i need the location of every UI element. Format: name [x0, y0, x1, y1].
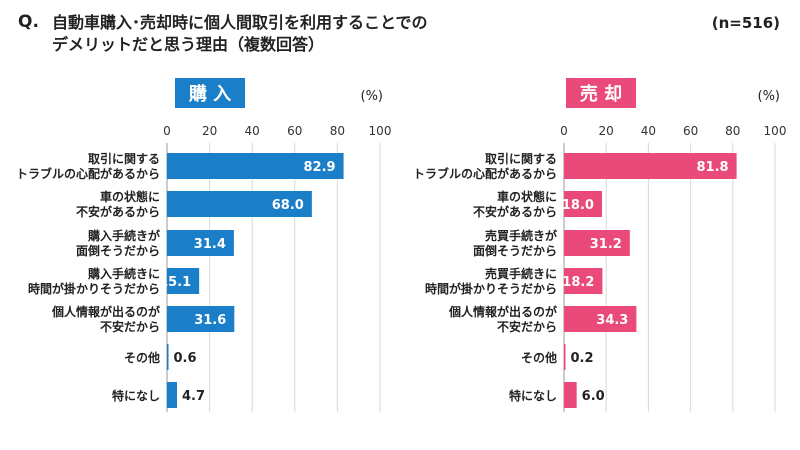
category-label-sale-0-0: 取引に関する — [485, 152, 557, 166]
value-label-purchase-4: 31.6 — [194, 313, 226, 328]
value-label-sale-5: 0.2 — [571, 351, 594, 366]
bar-sale-1 — [564, 191, 602, 217]
category-label-sale-0-1: トラブルの心配があるから — [413, 166, 557, 181]
category-label-sale-2-1: 面倒そうだから — [473, 243, 557, 258]
category-label-purchase-4-0: 個人情報が出るのが — [51, 304, 160, 319]
category-label-purchase-5-0: その他 — [124, 350, 160, 365]
category-label-purchase-4-1: 不安だから — [100, 319, 160, 334]
category-label-purchase-3-0: 購入手続きに — [87, 266, 160, 281]
tick-label-sale-3: 60 — [683, 124, 698, 138]
bar-sale-3 — [564, 268, 603, 294]
bar-purchase-4 — [167, 306, 235, 332]
category-label-sale-5-0: その他 — [521, 350, 557, 365]
category-label-purchase-3-1: 時間が掛かりそうだから — [28, 281, 160, 296]
value-label-purchase-2: 31.4 — [194, 237, 226, 252]
bar-sale-4 — [564, 306, 637, 332]
category-label-sale-6-0: 特になし — [509, 388, 557, 403]
panel-title-badge-sale — [566, 78, 636, 108]
category-label-sale-1-0: 車の状態に — [497, 189, 557, 204]
panel-title-badge-purchase — [175, 78, 245, 108]
category-label-purchase-2-1: 面倒そうだから — [76, 243, 160, 258]
value-label-sale-0: 81.8 — [697, 160, 729, 175]
tick-label-purchase-0: 0 — [163, 124, 171, 138]
bar-sale-0 — [564, 153, 737, 179]
value-label-purchase-6: 4.7 — [182, 389, 205, 404]
category-label-sale-4-0: 個人情報が出るのが — [448, 304, 557, 319]
value-label-purchase-0: 82.9 — [303, 160, 335, 175]
bar-purchase-2 — [167, 230, 234, 256]
category-label-sale-3-1: 時間が掛かりそうだから — [425, 281, 557, 296]
category-label-purchase-1-0: 車の状態に — [100, 189, 160, 204]
page-title: 自動車購入･売却時に個人間取引を利用することでの デメリットだと思う理由（複数回… — [52, 12, 612, 56]
category-label-purchase-6-0: 特になし — [112, 388, 160, 403]
bar-purchase-0 — [167, 153, 344, 179]
bar-purchase-3 — [167, 268, 200, 294]
tick-label-purchase-1: 20 — [202, 124, 217, 138]
tick-label-purchase-4: 80 — [330, 124, 345, 138]
unit-label-sale: (%) — [758, 89, 781, 104]
bar-sale-5 — [564, 344, 566, 370]
value-label-purchase-5: 0.6 — [174, 351, 197, 366]
unit-label-purchase: (%) — [361, 89, 384, 104]
value-label-purchase-3: 15.1 — [159, 275, 191, 290]
tick-label-purchase-3: 60 — [287, 124, 302, 138]
panel-title-sale: 売 却 — [580, 83, 622, 105]
category-label-purchase-0-0: 取引に関する — [88, 152, 160, 166]
tick-label-sale-1: 20 — [599, 124, 614, 138]
tick-label-sale-0: 0 — [560, 124, 568, 138]
value-label-sale-4: 34.3 — [596, 313, 628, 328]
tick-label-sale-4: 80 — [725, 124, 740, 138]
value-label-purchase-1: 68.0 — [272, 198, 304, 213]
sample-size: (n=516) — [711, 14, 780, 32]
panel-title-purchase: 購 入 — [188, 83, 231, 105]
category-label-sale-1-1: 不安があるから — [473, 204, 557, 219]
tick-label-purchase-5: 100 — [369, 124, 392, 138]
category-label-sale-2-0: 売買手続きが — [485, 228, 557, 243]
value-label-sale-1: 18.0 — [562, 198, 594, 213]
tick-label-purchase-2: 40 — [245, 124, 260, 138]
category-label-sale-4-1: 不安だから — [497, 319, 557, 334]
tick-label-sale-2: 40 — [641, 124, 656, 138]
category-label-sale-3-0: 売買手続きに — [485, 266, 557, 281]
question-label: Q. — [18, 12, 39, 32]
category-label-purchase-0-1: トラブルの心配があるから — [16, 166, 160, 181]
bar-purchase-6 — [167, 382, 178, 408]
title-line-1: 自動車購入･売却時に個人間取引を利用することでの — [52, 13, 428, 32]
category-label-purchase-2-0: 購入手続きが — [87, 228, 160, 243]
value-label-sale-3: 18.2 — [562, 275, 594, 290]
value-label-sale-2: 31.2 — [590, 237, 622, 252]
bar-purchase-5 — [167, 344, 169, 370]
title-line-2: デメリットだと思う理由（複数回答） — [52, 35, 325, 54]
bar-sale-2 — [564, 230, 630, 256]
bar-sale-6 — [564, 382, 577, 408]
value-label-sale-6: 6.0 — [582, 389, 605, 404]
category-label-purchase-1-1: 不安があるから — [76, 204, 160, 219]
bar-purchase-1 — [167, 191, 312, 217]
tick-label-sale-5: 100 — [764, 124, 787, 138]
